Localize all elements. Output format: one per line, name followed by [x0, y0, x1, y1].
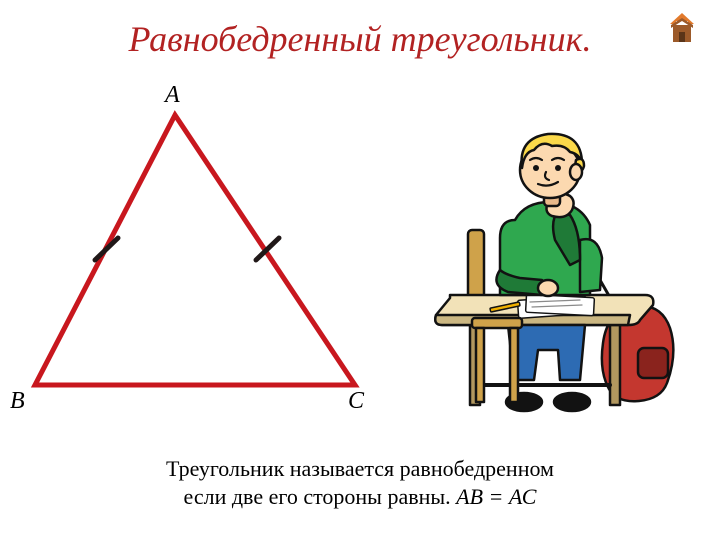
home-icon[interactable] — [664, 12, 700, 48]
triangle-shape — [35, 115, 355, 385]
vertex-c-label: С — [348, 388, 364, 415]
vertex-b-label: В — [10, 388, 25, 415]
definition-text: Треугольник называется равнобедренном ес… — [95, 455, 625, 510]
triangle-diagram: А В С — [0, 80, 420, 430]
vertex-a-label: А — [165, 82, 180, 109]
page-title: Равнобедренный треугольник. — [129, 18, 592, 60]
definition-line1: Треугольник называется равнобедренном — [166, 456, 554, 481]
definition-formula: АВ = АС — [456, 484, 536, 509]
tick-mark-ab — [95, 238, 118, 260]
student-illustration — [430, 120, 700, 420]
definition-line2-prefix: если две его стороны равны. — [184, 484, 457, 509]
home-door — [679, 32, 685, 42]
